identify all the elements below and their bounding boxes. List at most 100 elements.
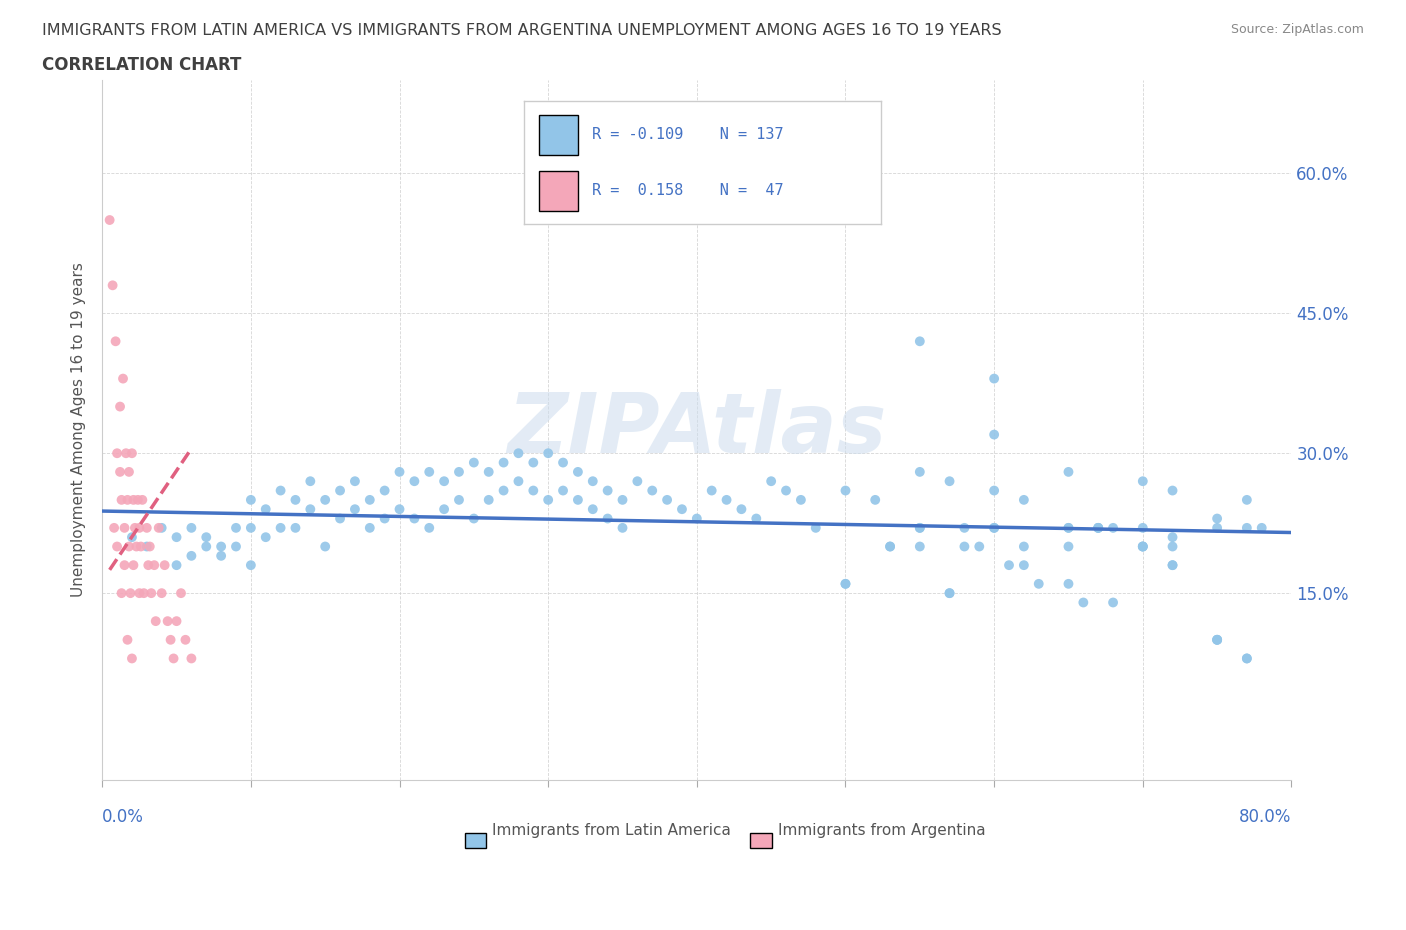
Point	[1250, 521, 1272, 536]
Point	[1057, 521, 1080, 536]
Point	[101, 278, 124, 293]
Point	[596, 483, 619, 498]
Point	[641, 483, 664, 498]
Point	[121, 651, 143, 666]
Point	[1206, 632, 1229, 647]
Point	[522, 483, 544, 498]
Point	[104, 334, 127, 349]
Point	[983, 427, 1005, 442]
Point	[1206, 632, 1229, 647]
Point	[938, 586, 960, 601]
Point	[117, 632, 139, 647]
Point	[148, 521, 170, 536]
Point	[139, 539, 162, 554]
Point	[121, 445, 143, 460]
Point	[150, 586, 173, 601]
Point	[730, 502, 752, 517]
Point	[1161, 530, 1184, 545]
Point	[1206, 632, 1229, 647]
Point	[1161, 558, 1184, 573]
Point	[671, 502, 693, 517]
Point	[537, 445, 560, 460]
Point	[834, 577, 856, 591]
Point	[1236, 651, 1258, 666]
Point	[209, 549, 232, 564]
Point	[329, 483, 352, 498]
Point	[239, 558, 262, 573]
Point	[879, 539, 901, 554]
Point	[225, 539, 247, 554]
Point	[239, 492, 262, 507]
Point	[359, 521, 381, 536]
Point	[1057, 521, 1080, 536]
Point	[834, 483, 856, 498]
Point	[1012, 558, 1035, 573]
Point	[612, 492, 634, 507]
Point	[551, 483, 574, 498]
Point	[98, 213, 121, 228]
Point	[492, 483, 515, 498]
Point	[447, 492, 470, 507]
Point	[1132, 473, 1154, 488]
Point	[983, 483, 1005, 498]
Point	[374, 483, 396, 498]
Point	[108, 399, 131, 414]
Point	[1161, 558, 1184, 573]
Point	[522, 455, 544, 470]
Point	[114, 521, 136, 536]
Point	[433, 473, 456, 488]
Point	[105, 445, 128, 460]
Point	[180, 549, 202, 564]
Point	[117, 492, 139, 507]
Point	[118, 464, 141, 479]
Point	[433, 502, 456, 517]
Point	[284, 521, 307, 536]
Point	[775, 483, 797, 498]
Point	[270, 483, 292, 498]
Point	[998, 558, 1021, 573]
Point	[374, 512, 396, 526]
Point	[111, 371, 134, 386]
Point	[969, 539, 991, 554]
Point	[159, 632, 181, 647]
Point	[239, 521, 262, 536]
Point	[299, 473, 322, 488]
Point	[143, 558, 166, 573]
Point	[121, 530, 143, 545]
Point	[567, 464, 589, 479]
Point	[299, 502, 322, 517]
Point	[612, 521, 634, 536]
Point	[128, 586, 150, 601]
Point	[1057, 464, 1080, 479]
Point	[120, 586, 142, 601]
Point	[114, 558, 136, 573]
Point	[508, 473, 530, 488]
Point	[1028, 577, 1050, 591]
Point	[343, 473, 366, 488]
Point	[136, 558, 159, 573]
Point	[686, 512, 709, 526]
Point	[1161, 483, 1184, 498]
Point	[388, 502, 411, 517]
Point	[508, 445, 530, 460]
Point	[359, 492, 381, 507]
Point	[132, 586, 155, 601]
Point	[447, 464, 470, 479]
FancyBboxPatch shape	[465, 833, 486, 848]
Point	[1132, 539, 1154, 554]
Point	[537, 492, 560, 507]
Text: Source: ZipAtlas.com: Source: ZipAtlas.com	[1230, 23, 1364, 36]
Point	[418, 464, 440, 479]
Point	[582, 502, 605, 517]
Point	[1161, 539, 1184, 554]
Point	[908, 521, 931, 536]
Text: IMMIGRANTS FROM LATIN AMERICA VS IMMIGRANTS FROM ARGENTINA UNEMPLOYMENT AMONG AG: IMMIGRANTS FROM LATIN AMERICA VS IMMIGRA…	[42, 23, 1002, 38]
Point	[908, 521, 931, 536]
Point	[1132, 539, 1154, 554]
FancyBboxPatch shape	[751, 833, 772, 848]
Point	[145, 614, 167, 629]
Point	[953, 539, 976, 554]
Point	[745, 512, 768, 526]
Point	[1073, 595, 1095, 610]
Point	[1087, 521, 1109, 536]
